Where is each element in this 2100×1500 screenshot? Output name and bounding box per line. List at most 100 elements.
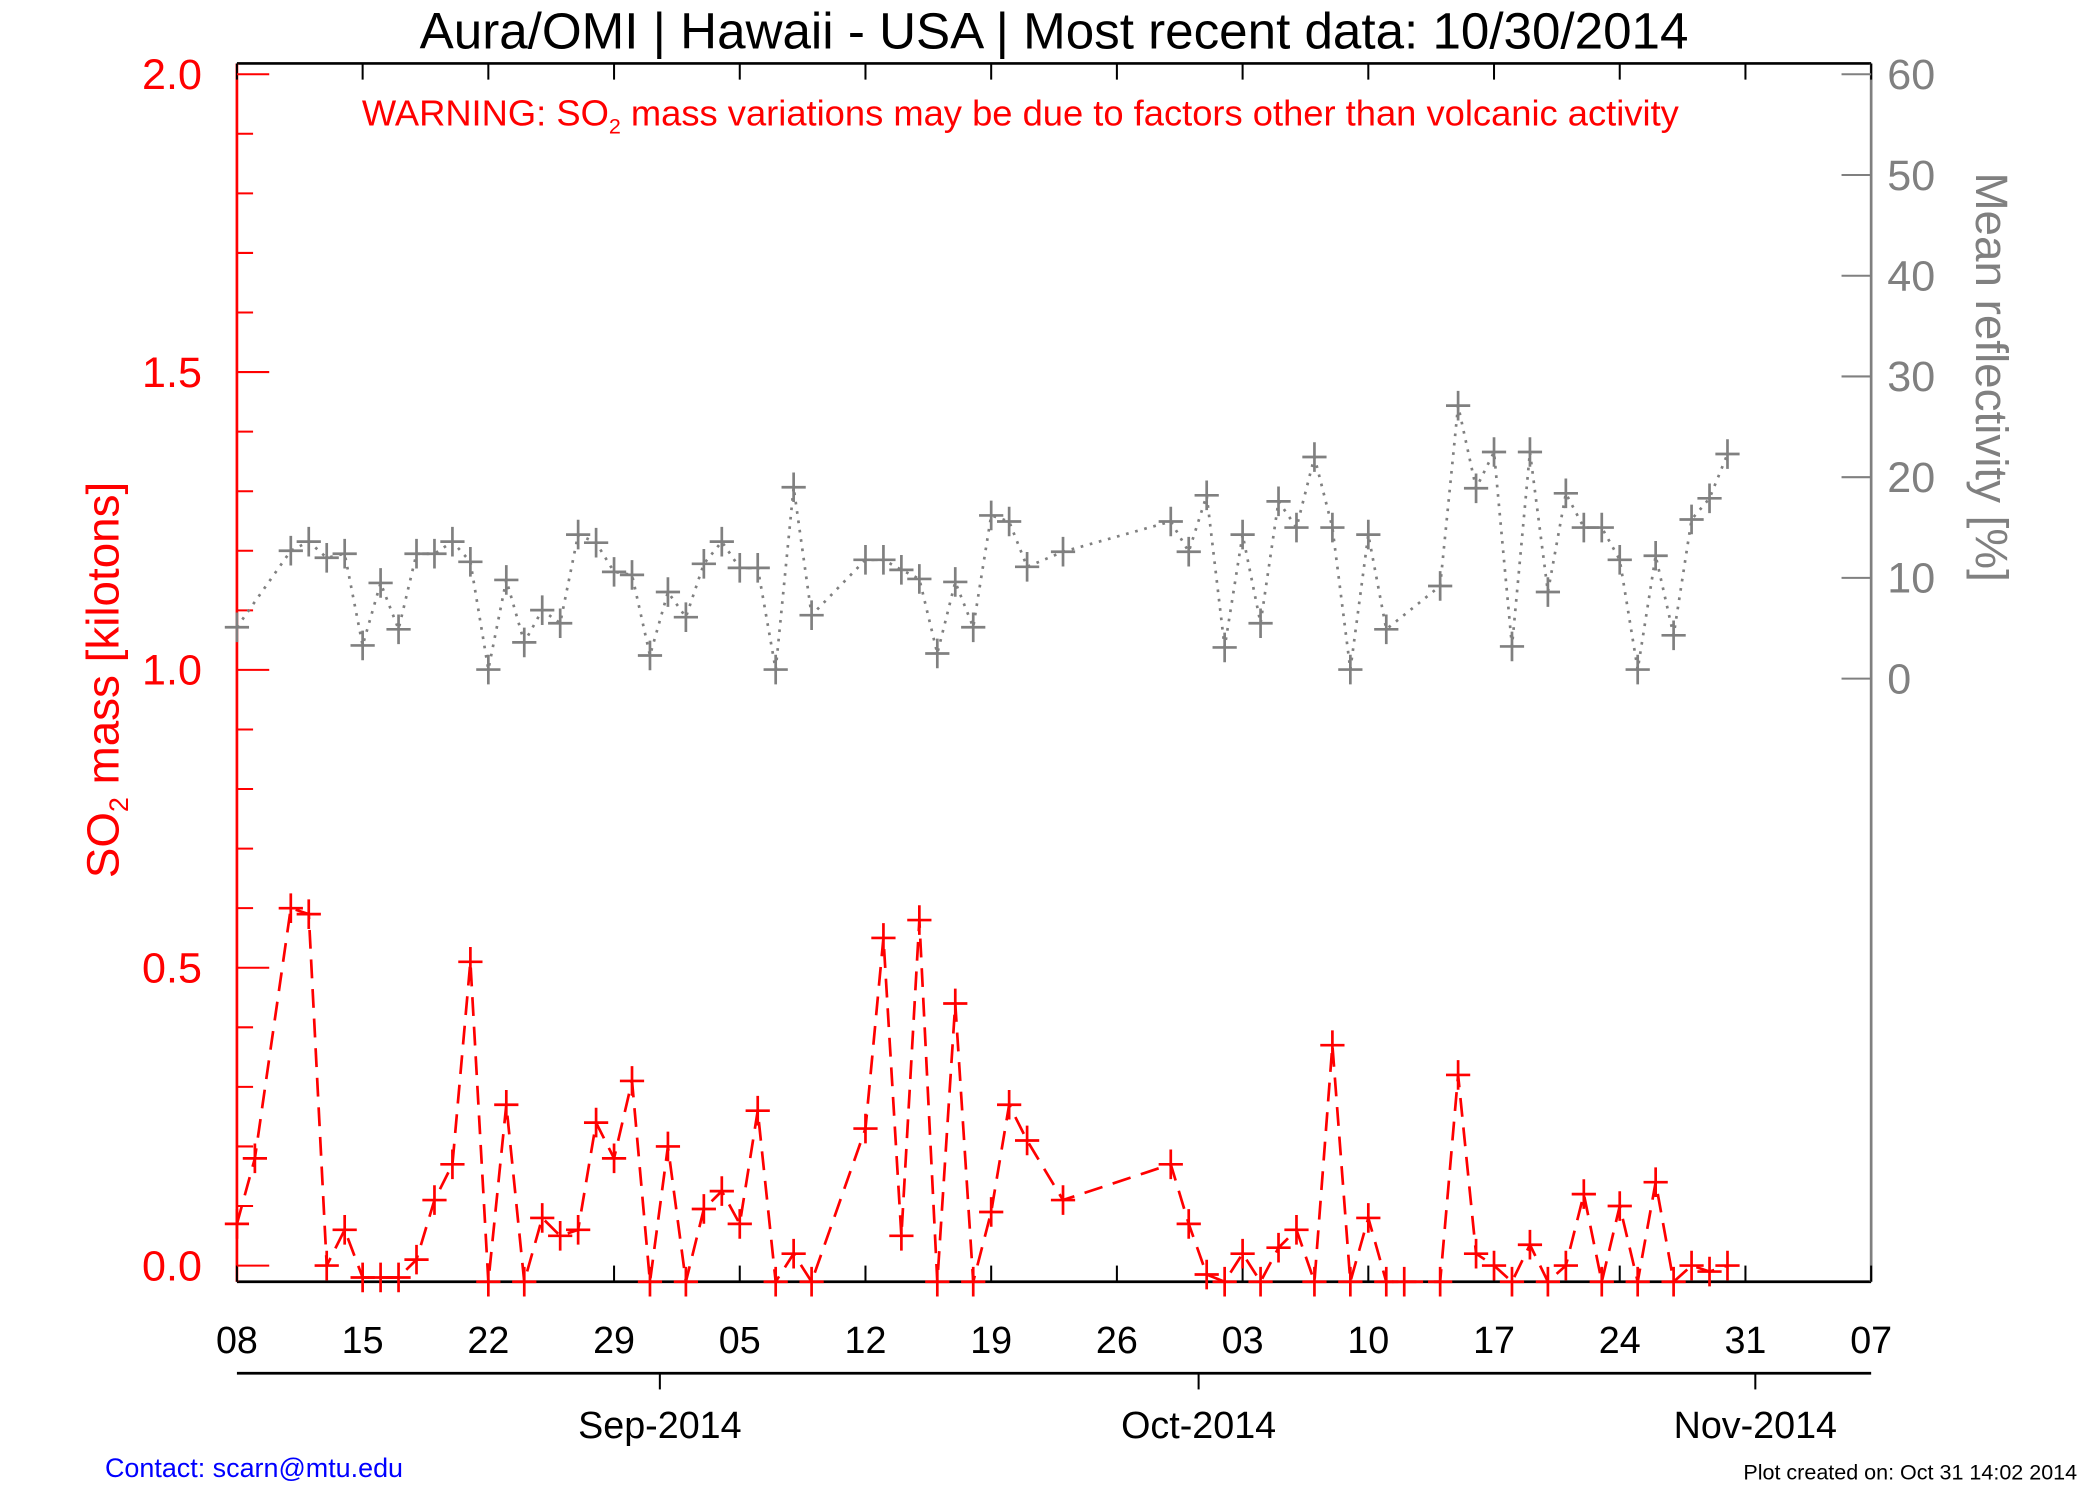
reflectivity-point [745,553,770,583]
reflectivity-point [368,568,393,598]
so2-mass-point [242,1143,267,1174]
reflectivity-point [1643,540,1668,571]
y-right-tick-label: 50 [1887,152,1935,200]
so2-mass-point [1481,1250,1507,1281]
so2-mass-point [889,1220,914,1251]
reflectivity-point [961,612,986,643]
reflectivity-point [1158,506,1183,537]
so2-mass-point [1661,1266,1686,1297]
reflectivity-point [530,595,555,625]
y-axis-right-label: Mean reflectivity [%] [1966,172,2017,581]
so2-mass-point [619,1066,645,1096]
reflectivity-point [278,535,303,566]
reflectivity-point [1302,442,1327,472]
so2-mass-point [278,893,303,923]
so2-mass-point [961,1266,986,1297]
reflectivity-point [583,527,609,558]
reflectivity-point [709,526,734,557]
x-tick-label: 03 [1222,1319,1264,1361]
reflectivity-point [224,612,250,643]
y-right-tick-label: 10 [1887,555,1935,603]
reflectivity-point [1356,519,1381,550]
so2-mass-point [853,1113,878,1144]
reflectivity-point [1428,571,1453,601]
so2-mass-point [440,1149,465,1180]
so2-mass-point [1625,1266,1650,1297]
so2-mass-point [1463,1238,1489,1269]
y-right-tick-label: 60 [1887,51,1935,99]
reflectivity-point [1679,504,1704,535]
so2-mass-point [386,1262,411,1293]
reflectivity-point [979,500,1004,531]
reflectivity-point [1230,519,1255,550]
reflectivity-point [889,555,914,585]
reflectivity-point [907,564,932,594]
reflectivity-point [458,546,483,577]
so2-mass-point [1014,1125,1040,1156]
so2-mass-point [1589,1266,1614,1297]
so2-mass-point [1338,1266,1363,1297]
x-tick-label: 24 [1599,1319,1641,1361]
so2-mass-point [1715,1250,1740,1281]
so2-mass-point [1535,1266,1561,1297]
so2-mass-point [512,1266,537,1297]
y-right-tick-label: 20 [1887,454,1935,502]
reflectivity-point [691,549,716,579]
reflectivity-point [1697,483,1722,514]
so2-mass-point [781,1238,806,1269]
reflectivity-point [332,538,357,569]
reflectivity-point [314,542,339,573]
reflectivity-point [1553,478,1578,509]
reflectivity-point [871,544,896,575]
x-tick-label: 26 [1096,1319,1138,1361]
so2-mass-point [1158,1149,1183,1180]
reflectivity-point [637,640,663,671]
so2-mass-point [1266,1232,1291,1263]
y-left-tick-label: 1.0 [142,647,202,695]
reflectivity-point [422,538,447,569]
so2-mass-point [799,1266,824,1297]
so2-mass-point [1392,1266,1417,1297]
contact-link[interactable]: Contact: scarn@mtu.edu [105,1453,403,1483]
y-right-tick-label: 0 [1887,655,1911,703]
so2-mass-point [1230,1238,1255,1269]
reflectivity-point [1463,473,1489,504]
x-tick-label: 05 [719,1319,761,1361]
so2-mass-point [1194,1259,1219,1290]
so2-mass-point [476,1266,501,1297]
so2-mass-point [530,1203,555,1233]
so2-mass-point [1571,1179,1596,1209]
reflectivity-point [566,519,591,550]
reflectivity-point [1320,512,1345,543]
x-tick-label: 17 [1473,1319,1515,1361]
reflectivity-point [1481,437,1507,467]
so2-mass-point [296,899,321,929]
reflectivity-point [1176,536,1201,567]
so2-mass-point [763,1266,788,1297]
so2-mass-line [235,906,1728,1286]
so2-mass-point [1356,1203,1381,1233]
reflectivity-point [548,608,573,639]
reflectivity-point [494,565,519,595]
reflectivity-point [601,557,627,587]
reflectivity-point [799,600,824,630]
reflectivity-point [1535,577,1561,607]
so2-mass-point [871,923,896,953]
reflectivity-point [673,602,699,633]
reflectivity-point [619,560,645,590]
reflectivity-point [1050,536,1076,567]
reflectivity-point [997,506,1022,537]
x-tick-label: 07 [1850,1319,1892,1361]
so2-mass-point [691,1194,716,1224]
reflectivity-point [1014,552,1040,582]
so2-mass-point [566,1215,591,1245]
y-right-tick-label: 40 [1887,253,1935,301]
reflectivity-point [476,654,501,685]
so2-mass-point [1607,1191,1632,1221]
so2-mass-point [1302,1266,1327,1297]
reflectivity-point [1499,631,1525,662]
so2-mass-point [583,1107,609,1138]
so2-mass-point [1320,1030,1345,1060]
so2-mass-point [673,1266,699,1297]
reflectivity-point [1445,390,1471,421]
